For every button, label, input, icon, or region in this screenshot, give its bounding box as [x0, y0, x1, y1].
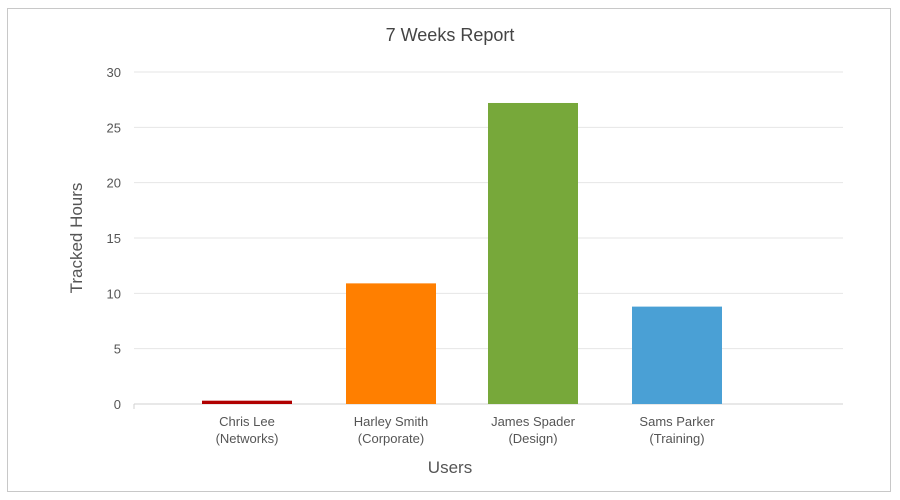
y-tick-label: 25: [107, 120, 121, 135]
bars: [202, 102, 722, 404]
chart-title: 7 Weeks Report: [386, 25, 515, 45]
bar: [632, 306, 722, 404]
bar: [346, 283, 436, 404]
y-tick-label: 10: [107, 286, 121, 301]
x-axis-title: Users: [428, 458, 472, 477]
x-category-sublabel: (Corporate): [358, 431, 424, 446]
x-category-label: Harley Smith: [354, 414, 428, 429]
chart-frame: [7, 8, 891, 492]
x-category-label: Chris Lee: [219, 414, 275, 429]
bar: [488, 102, 578, 404]
y-tick-label: 0: [114, 397, 121, 412]
y-tick-label: 30: [107, 65, 121, 80]
bar: [202, 400, 292, 404]
x-category-sublabel: (Networks): [216, 431, 279, 446]
x-axis-categories: Chris Lee (Networks) Harley Smith (Corporat…: [216, 414, 716, 446]
x-category-label: Sams Parker: [639, 414, 715, 429]
x-category-sublabel: (Design): [508, 431, 557, 446]
x-category-sublabel: (Training): [649, 431, 704, 446]
x-category-label: James Spader: [491, 414, 575, 429]
y-tick-label: 5: [114, 342, 121, 357]
y-tick-label: 20: [107, 176, 121, 191]
y-axis-title: Tracked Hours: [67, 183, 86, 294]
y-tick-label: 15: [107, 231, 121, 246]
y-axis-ticks: 0 5 10 15 20 25 30: [107, 65, 121, 412]
